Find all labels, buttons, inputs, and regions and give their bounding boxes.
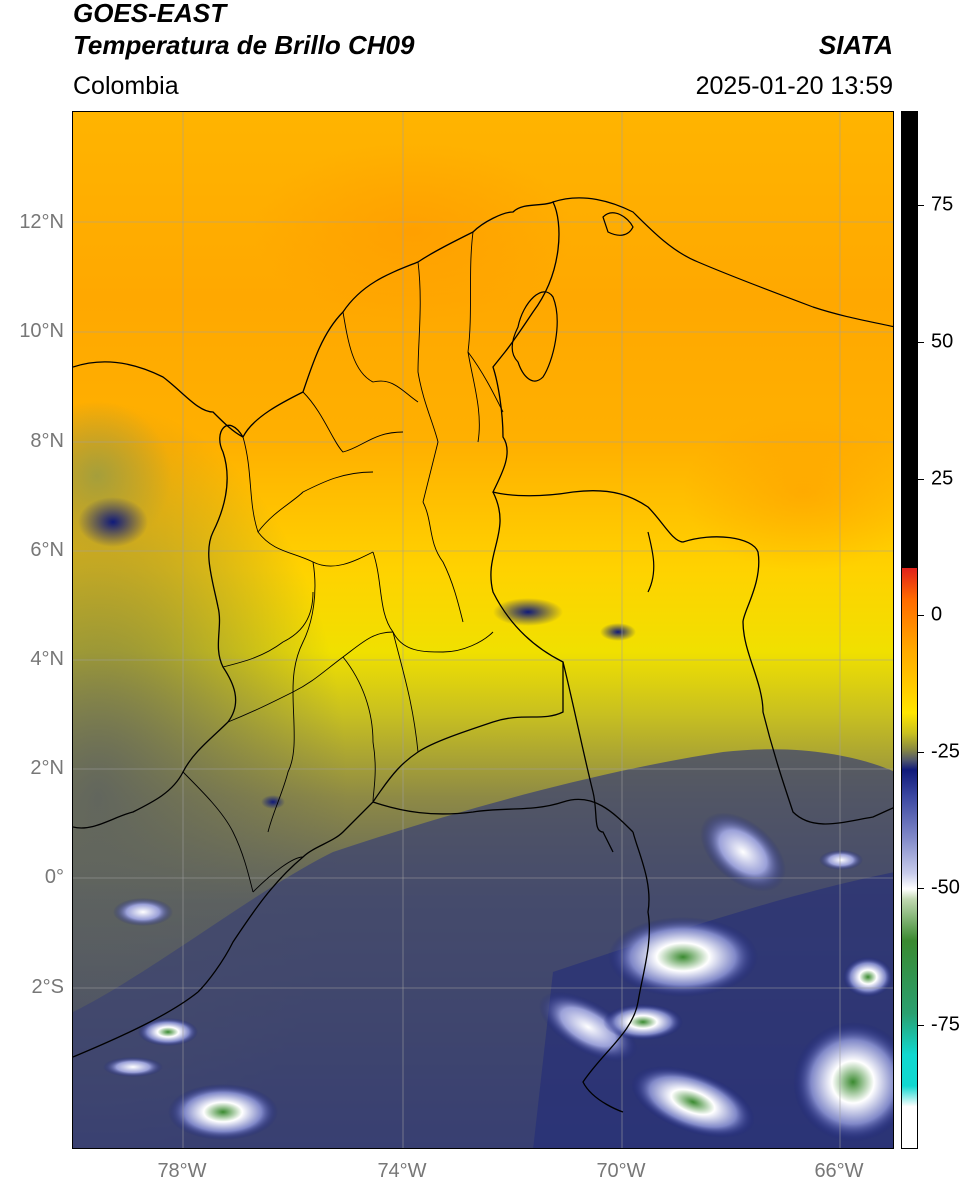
colorbar-label: 50 bbox=[931, 330, 954, 353]
colorbar-tick bbox=[918, 888, 924, 889]
cold-cloud-patch bbox=[78, 497, 148, 547]
country-borders bbox=[73, 201, 893, 1113]
coastlines bbox=[511, 197, 893, 593]
department-borders bbox=[182, 231, 504, 893]
convective-cell bbox=[138, 1018, 198, 1046]
convective-cell bbox=[538, 992, 638, 1062]
colorbar bbox=[901, 111, 918, 1149]
lat-tick-label: 2°S bbox=[31, 976, 64, 998]
convective-cell bbox=[631, 1066, 755, 1138]
colorbar-label: 0 bbox=[931, 603, 943, 626]
colorbar-label: 75 bbox=[931, 193, 954, 216]
convective-cell bbox=[603, 1004, 683, 1040]
colorbar-label: -75 bbox=[931, 1013, 960, 1036]
brightness-temperature-map bbox=[72, 111, 894, 1149]
lat-tick-label: 12°N bbox=[19, 211, 64, 233]
cold-cloud-patch bbox=[493, 598, 563, 626]
colorbar-tick bbox=[918, 479, 924, 480]
lon-tick-label: 78°W bbox=[157, 1160, 207, 1182]
convective-cell bbox=[608, 917, 758, 997]
colorbar-tick bbox=[918, 615, 924, 616]
warm-region-north bbox=[253, 142, 573, 322]
colorbar-tick bbox=[918, 1025, 924, 1026]
region-label: Colombia bbox=[73, 72, 179, 100]
lon-tick-label: 74°W bbox=[377, 1160, 427, 1182]
title-satellite: GOES-EAST bbox=[73, 0, 227, 28]
convective-cell bbox=[843, 957, 893, 997]
colorbar-label: -25 bbox=[931, 740, 960, 763]
convective-cell bbox=[700, 812, 786, 892]
colorbar-label: -50 bbox=[931, 876, 960, 899]
colorbar-tick bbox=[918, 342, 924, 343]
colorbar-tick bbox=[918, 205, 924, 206]
colorbar-label: 25 bbox=[931, 467, 954, 490]
timestamp-label: 2025-01-20 13:59 bbox=[695, 72, 893, 100]
lon-tick-label: 66°W bbox=[814, 1160, 864, 1182]
cold-cloud-patch bbox=[600, 623, 636, 641]
convective-cell bbox=[168, 1084, 278, 1140]
lat-tick-label: 2°N bbox=[30, 757, 64, 779]
convective-cell bbox=[113, 898, 173, 926]
colorbar-tick bbox=[918, 752, 924, 753]
convective-cell bbox=[819, 850, 863, 870]
lat-tick-label: 0° bbox=[44, 866, 64, 888]
lat-tick-label: 4°N bbox=[30, 648, 64, 670]
title-product: Temperatura de Brillo CH09 bbox=[73, 30, 415, 60]
lat-tick-label: 6°N bbox=[30, 539, 64, 561]
brand-label: SIATA bbox=[818, 30, 893, 60]
lat-tick-label: 8°N bbox=[30, 430, 64, 452]
convective-cell bbox=[103, 1057, 163, 1077]
cold-cloud-patch bbox=[261, 795, 285, 809]
lat-tick-label: 10°N bbox=[19, 320, 64, 342]
lon-tick-label: 70°W bbox=[596, 1160, 646, 1182]
convective-cell bbox=[793, 1022, 893, 1142]
warm-region-east bbox=[683, 412, 893, 572]
graticule bbox=[73, 112, 893, 1148]
